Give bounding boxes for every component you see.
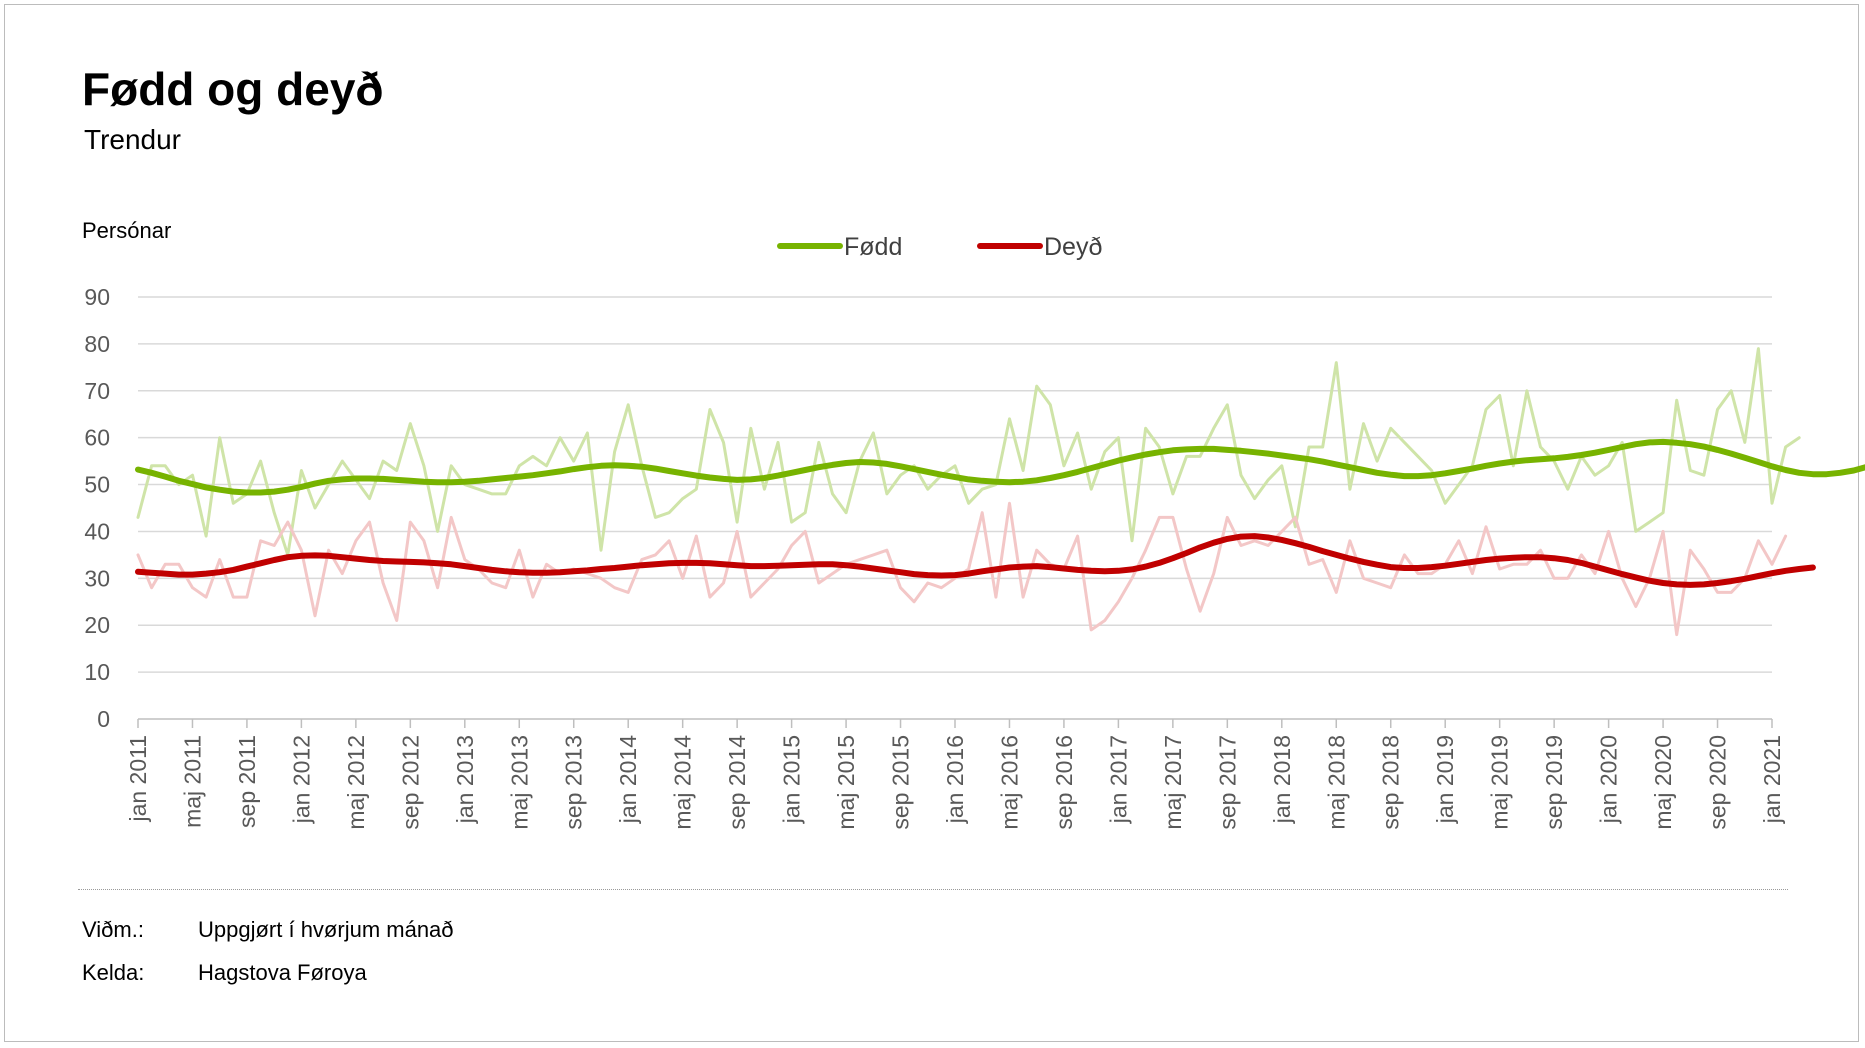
y-tick-label: 70: [84, 378, 110, 404]
y-tick-label: 50: [84, 472, 110, 498]
x-tick-label: jan 2017: [1105, 735, 1131, 824]
x-tick-label: jan 2011: [125, 735, 151, 823]
x-tick-label: sep 2011: [234, 735, 260, 828]
note-value-comment: Uppgjørt í hvørjum mánað: [198, 917, 454, 942]
x-tick-label: maj 2019: [1487, 735, 1513, 830]
series-line-deyd-trend: [135, 533, 1816, 588]
x-tick-label: jan 2021: [1759, 735, 1785, 824]
x-tick-label: maj 2012: [343, 735, 369, 830]
y-tick-label: 80: [84, 331, 110, 357]
legend-label-fodd: Fødd: [844, 233, 902, 261]
x-tick-label: jan 2013: [452, 735, 478, 824]
x-tick-label: sep 2018: [1378, 735, 1404, 830]
y-tick-label: 30: [84, 565, 110, 591]
series-line-deyd-monthly: [136, 501, 1788, 637]
x-tick-label: maj 2018: [1323, 735, 1349, 830]
divider: [78, 889, 1788, 890]
chart-title: Fødd og deyð: [82, 63, 384, 115]
y-tick-label: 40: [84, 518, 110, 544]
series-line-fodd-trend: [135, 438, 1865, 496]
x-tick-label: sep 2015: [888, 735, 914, 830]
x-tick-label: jan 2015: [779, 735, 805, 824]
x-tick-label: sep 2020: [1705, 735, 1731, 830]
x-tick-label: maj 2015: [833, 735, 859, 830]
y-tick-label: 10: [84, 659, 110, 685]
x-tick-label: sep 2012: [397, 735, 423, 830]
note-label-source: Kelda:: [82, 960, 145, 985]
legend-label-deyd: Deyð: [1044, 233, 1102, 261]
chart-subtitle: Trendur: [84, 124, 182, 155]
x-tick-label: jan 2016: [942, 735, 968, 824]
x-tick-label: maj 2017: [1160, 735, 1186, 830]
x-tick-label: maj 2011: [179, 735, 205, 828]
chart-frame: [4, 4, 1859, 1042]
x-tick-label: maj 2013: [506, 735, 532, 830]
series-line-fodd-monthly: [136, 347, 1801, 557]
x-tick-label: jan 2020: [1596, 735, 1622, 824]
y-tick-label: 20: [84, 612, 110, 638]
x-tick-label: jan 2014: [615, 735, 641, 824]
note-label-comment: Viðm.:: [82, 917, 144, 942]
line-chart: 0 10 20 30 40 50 60 70 80 90 jan 2011 maj 2011 sep 2…: [84, 233, 1865, 830]
x-tick-label: sep 2014: [724, 735, 750, 830]
x-tick-label: jan 2019: [1432, 735, 1458, 824]
x-tick-label: maj 2020: [1650, 735, 1676, 830]
x-tick-label: maj 2016: [996, 735, 1022, 830]
x-tick-label: sep 2019: [1541, 735, 1567, 830]
x-tick-label: sep 2017: [1214, 735, 1240, 830]
y-tick-label: 60: [84, 425, 110, 451]
x-tick-label: sep 2013: [561, 735, 587, 830]
y-tick-label: 90: [84, 284, 110, 310]
note-value-source: Hagstova Føroya: [198, 960, 367, 985]
y-tick-label: 0: [97, 706, 110, 732]
y-axis-label: Persónar: [82, 218, 172, 243]
x-tick-label: sep 2016: [1051, 735, 1077, 830]
x-tick-label: jan 2012: [288, 735, 314, 824]
x-tick-label: jan 2018: [1269, 735, 1295, 824]
x-tick-label: maj 2014: [670, 735, 696, 830]
